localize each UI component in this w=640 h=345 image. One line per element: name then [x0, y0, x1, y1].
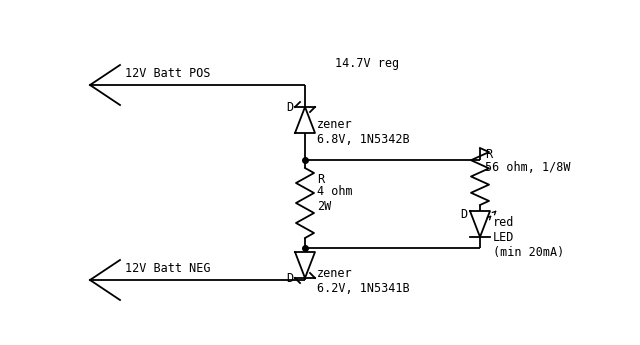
Text: D: D — [286, 272, 293, 285]
Text: R: R — [317, 173, 324, 186]
Text: 12V Batt POS: 12V Batt POS — [125, 67, 211, 79]
Text: R: R — [485, 148, 492, 161]
Text: 12V Batt NEG: 12V Batt NEG — [125, 262, 211, 275]
Text: 56 ohm, 1/8W: 56 ohm, 1/8W — [485, 161, 570, 174]
Text: zener
6.2V, 1N5341B: zener 6.2V, 1N5341B — [317, 267, 410, 295]
Text: zener
6.8V, 1N5342B: zener 6.8V, 1N5342B — [317, 118, 410, 146]
Text: 4 ohm
2W: 4 ohm 2W — [317, 185, 353, 213]
Text: 14.7V reg: 14.7V reg — [335, 57, 399, 69]
Text: D: D — [286, 100, 293, 114]
Text: red
LED
(min 20mA): red LED (min 20mA) — [493, 216, 564, 259]
Text: D: D — [460, 207, 467, 220]
